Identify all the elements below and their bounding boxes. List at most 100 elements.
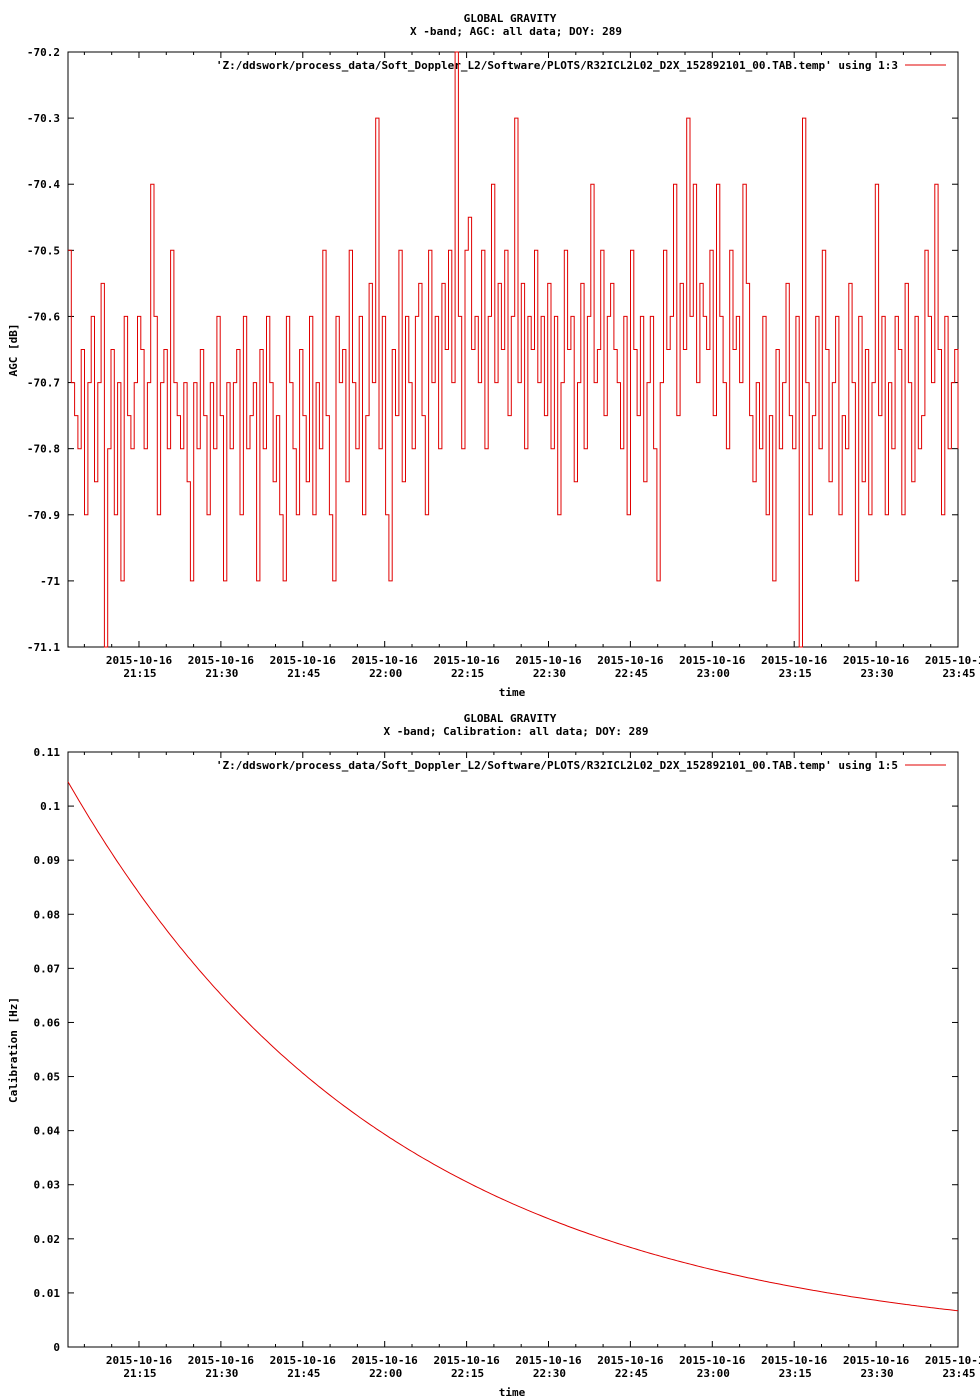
series-line-agc (68, 51, 959, 648)
x-axis-label: time (499, 1386, 526, 1399)
x-tick-time: 21:15 (123, 1367, 156, 1380)
x-tick-date: 2015-10-16 (515, 1354, 582, 1367)
x-tick-time: 21:30 (205, 667, 238, 680)
y-tick-label: -70.3 (27, 112, 60, 125)
y-tick-label: -70.5 (27, 244, 60, 257)
x-tick-time: 22:30 (533, 667, 566, 680)
y-tick: 0.01 (34, 1287, 958, 1300)
y-tick: -70.6 (27, 310, 958, 323)
x-tick-date: 2015-10-16 (188, 1354, 255, 1367)
y-tick: 0.02 (34, 1233, 958, 1246)
x-axis-ticks: 2015-10-1621:152015-10-1621:302015-10-16… (83, 752, 980, 1380)
x-tick-date: 2015-10-16 (270, 654, 337, 667)
y-tick: 0.06 (34, 1016, 958, 1029)
x-tick-date: 2015-10-16 (679, 654, 746, 667)
y-tick: -71 (40, 575, 958, 588)
chart-title: GLOBAL GRAVITY (464, 12, 557, 25)
x-tick-time: 22:45 (615, 667, 648, 680)
y-tick-label: 0.04 (34, 1125, 61, 1138)
legend: 'Z:/ddswork/process_data/Soft_Doppler_L2… (216, 759, 946, 772)
agc-chart: GLOBAL GRAVITY X -band; AGC: all data; D… (7, 12, 980, 699)
calibration-chart: GLOBAL GRAVITY X -band; Calibration: all… (7, 712, 980, 1399)
x-tick-date: 2015-10-16 (188, 654, 255, 667)
y-axis-label: AGC [dB] (7, 324, 20, 377)
y-tick: 0.1 (40, 800, 958, 813)
x-tick-date: 2015-10-16 (925, 1354, 980, 1367)
y-tick: 0.11 (34, 746, 958, 759)
legend: 'Z:/ddswork/process_data/Soft_Doppler_L2… (216, 59, 946, 72)
x-tick-date: 2015-10-16 (515, 654, 582, 667)
series-line-calibration (67, 781, 959, 1312)
y-tick-label: 0.09 (34, 854, 61, 867)
y-axis-label: Calibration [Hz] (7, 997, 20, 1103)
x-tick-date: 2015-10-16 (925, 654, 980, 667)
y-tick: -70.4 (27, 178, 958, 191)
y-tick-label: 0.06 (34, 1016, 61, 1029)
y-tick-label: 0.08 (34, 908, 61, 921)
x-tick-time: 22:00 (369, 667, 402, 680)
y-tick-label: -70.2 (27, 46, 60, 59)
x-tick-time: 21:15 (123, 667, 156, 680)
y-tick-label: 0.05 (34, 1071, 61, 1084)
y-tick-label: 0.03 (34, 1179, 61, 1192)
y-tick-label: -70.7 (27, 377, 60, 390)
y-tick: -70.7 (27, 377, 958, 390)
x-tick-time: 21:30 (205, 1367, 238, 1380)
plot-frame (67, 751, 959, 1348)
y-tick-label: 0 (53, 1341, 60, 1354)
y-tick-label: -71.1 (27, 641, 60, 654)
x-axis-label: time (499, 686, 526, 699)
y-tick: 0.03 (34, 1179, 958, 1192)
x-tick-time: 23:45 (942, 667, 975, 680)
x-tick-date: 2015-10-16 (761, 1354, 828, 1367)
y-tick: 0 (53, 1341, 958, 1354)
x-axis-ticks: 2015-10-1621:152015-10-1621:302015-10-16… (83, 52, 980, 680)
x-tick-date: 2015-10-16 (597, 654, 664, 667)
x-tick-time: 23:15 (779, 1367, 812, 1380)
x-tick-date: 2015-10-16 (106, 1354, 173, 1367)
x-tick-time: 22:15 (451, 667, 484, 680)
x-tick-date: 2015-10-16 (843, 654, 910, 667)
chart-subtitle: X -band; Calibration: all data; DOY: 289 (384, 725, 649, 738)
x-tick-date: 2015-10-16 (106, 654, 173, 667)
x-tick-time: 23:45 (942, 1367, 975, 1380)
x-tick-date: 2015-10-16 (761, 654, 828, 667)
y-tick: -70.8 (27, 443, 958, 456)
y-tick-label: -70.6 (27, 310, 60, 323)
x-tick-time: 22:00 (369, 1367, 402, 1380)
y-axis-ticks: 0.11 0.1 0.09 0.08 0.07 0.06 0.05 0.04 0.03 0.02 0… (34, 746, 958, 1354)
x-tick-date: 2015-10-16 (597, 1354, 664, 1367)
x-tick-time: 23:30 (861, 667, 894, 680)
x-tick-date: 2015-10-16 (352, 1354, 419, 1367)
y-tick: 0.09 (34, 854, 958, 867)
x-tick-date: 2015-10-16 (843, 1354, 910, 1367)
x-tick-time: 23:15 (779, 667, 812, 680)
y-tick: -70.3 (27, 112, 958, 125)
chart-subtitle: X -band; AGC: all data; DOY: 289 (410, 25, 622, 38)
legend-label: 'Z:/ddswork/process_data/Soft_Doppler_L2… (216, 759, 898, 772)
chart-title: GLOBAL GRAVITY (464, 712, 557, 725)
y-tick: 0.08 (34, 908, 958, 921)
x-tick-time: 21:45 (287, 1367, 320, 1380)
y-tick: -70.9 (27, 509, 958, 522)
y-tick: 0.05 (34, 1071, 958, 1084)
y-tick-label: -70.9 (27, 509, 60, 522)
x-tick-time: 23:00 (697, 667, 730, 680)
y-tick-label: 0.07 (34, 962, 61, 975)
